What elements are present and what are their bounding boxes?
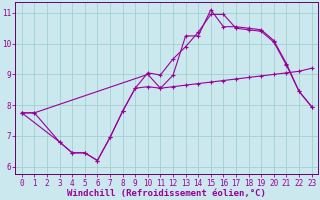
X-axis label: Windchill (Refroidissement éolien,°C): Windchill (Refroidissement éolien,°C)	[67, 189, 266, 198]
